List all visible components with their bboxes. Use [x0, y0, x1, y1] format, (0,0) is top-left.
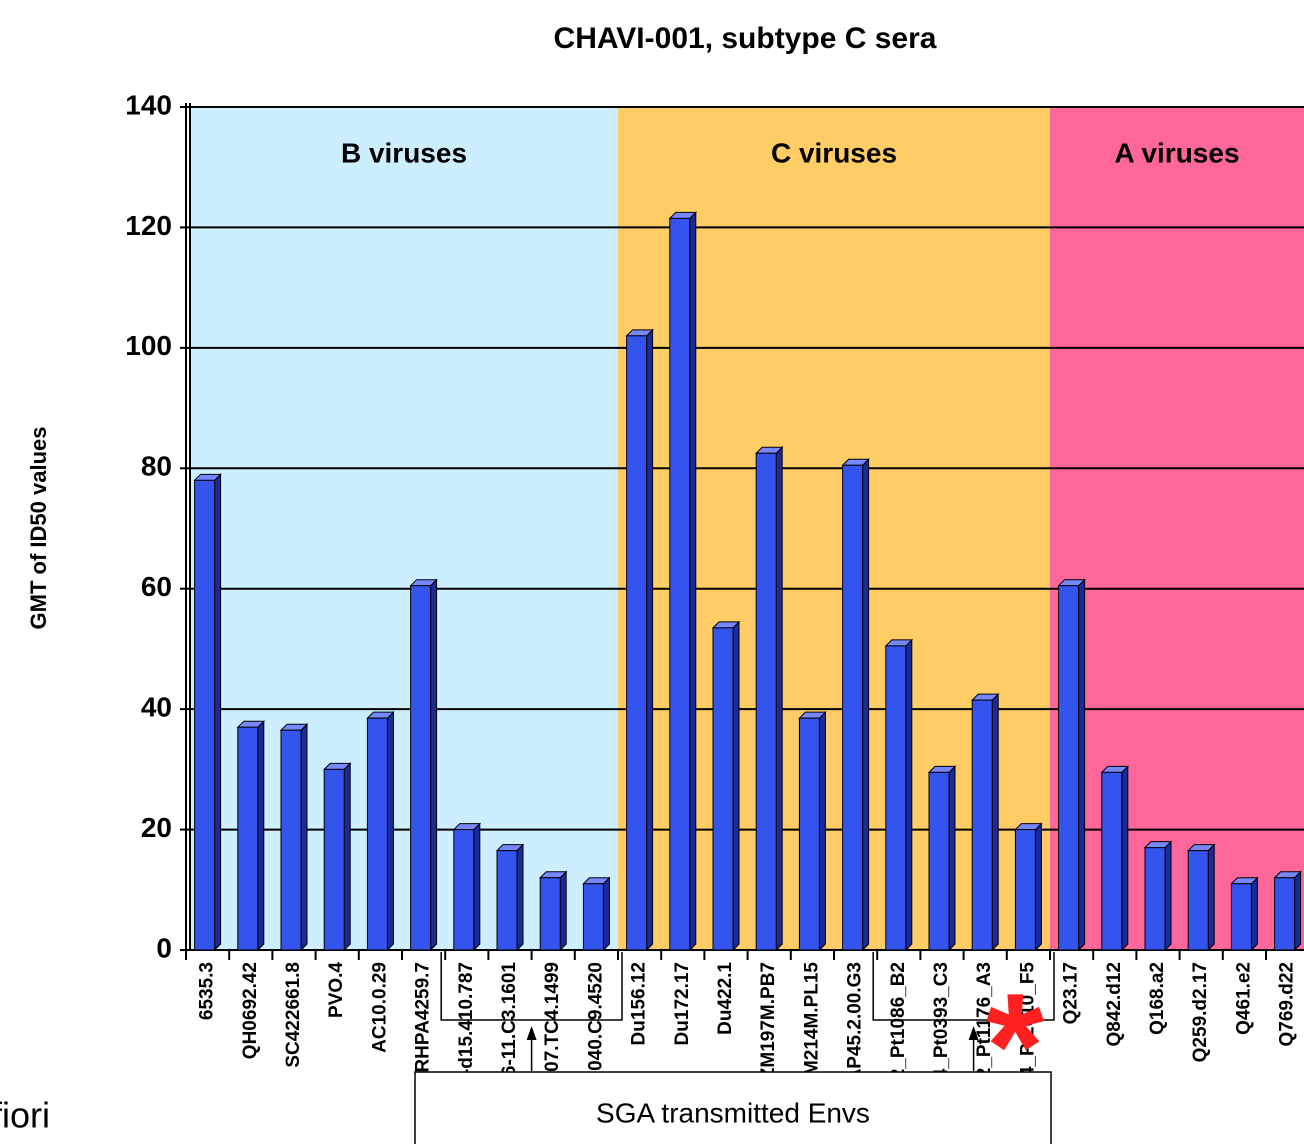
- bar-side: [473, 822, 481, 952]
- bar-side: [646, 328, 654, 952]
- bar: [928, 771, 950, 951]
- bar-side: [732, 620, 740, 952]
- bar-side: [905, 638, 913, 952]
- x-tick-label: ZM214M.PL15: [801, 962, 822, 1088]
- bar-side: [818, 710, 826, 952]
- annotation: SGA transmitted Envs: [596, 1097, 870, 1128]
- bar: [237, 726, 259, 951]
- bar: [366, 717, 388, 951]
- x-tick-label: 6535.3: [197, 962, 218, 1020]
- bar: [194, 479, 216, 951]
- x-tick-label: Q168.a2: [1147, 962, 1168, 1035]
- y-tick-label: 120: [125, 210, 172, 241]
- bar-side: [1078, 578, 1086, 952]
- x-tick-label: PVO.4: [326, 962, 347, 1018]
- bar: [582, 883, 604, 951]
- bar: [410, 585, 432, 951]
- bar: [842, 464, 864, 951]
- arrow-head: [526, 1026, 537, 1040]
- group-label: C viruses: [771, 137, 897, 168]
- group-label: A viruses: [1114, 137, 1239, 168]
- bar: [280, 729, 302, 951]
- bar-side: [1034, 822, 1042, 952]
- bar-side: [862, 458, 870, 952]
- x-tick-label: Du172.17: [672, 962, 693, 1045]
- x-tick-label: QH0692.42: [240, 962, 261, 1059]
- bar-side: [1207, 843, 1215, 952]
- bar: [453, 829, 475, 951]
- y-tick-label: 140: [125, 89, 172, 120]
- bar-side: [1121, 765, 1129, 952]
- annotation-asterisk: *: [986, 962, 1045, 1130]
- bar: [755, 452, 777, 951]
- x-tick-label: CAP45.2.00.G3: [845, 962, 866, 1096]
- y-axis-label: GMT of ID50 values: [26, 427, 51, 630]
- x-tick-label: AC10.0.29: [369, 962, 390, 1053]
- bar-side: [1250, 876, 1258, 952]
- x-tick-label: Du156.12: [629, 962, 650, 1045]
- bar-side: [257, 720, 265, 952]
- x-tick-label: Q461.e2: [1233, 962, 1254, 1035]
- chart-title: CHAVI-001, subtype C sera: [554, 22, 937, 55]
- y-tick-label: 0: [156, 932, 172, 963]
- y-tick-label: 80: [141, 451, 172, 482]
- bar: [323, 768, 345, 951]
- bar: [1274, 877, 1296, 951]
- x-tick-label: RHPA4259.7: [413, 962, 434, 1073]
- bar-side: [602, 876, 610, 952]
- bar-side: [689, 211, 697, 952]
- bar-side: [343, 762, 351, 952]
- bar-side: [559, 870, 567, 952]
- x-tick-label: Du422.1: [715, 962, 736, 1035]
- bar-side: [991, 692, 999, 952]
- label-box: [440, 952, 623, 1021]
- x-tick-label: ZM197M.PB7: [758, 962, 779, 1079]
- bar: [1058, 585, 1080, 951]
- bar-side: [386, 710, 394, 952]
- bar: [496, 850, 518, 951]
- y-tick-label: 40: [141, 692, 172, 723]
- x-tick-label: Q259.d2.17: [1190, 962, 1211, 1062]
- bar-side: [775, 446, 783, 952]
- bar-side: [214, 473, 222, 952]
- bar: [669, 217, 691, 951]
- bar-side: [430, 578, 438, 952]
- bar: [1014, 829, 1036, 951]
- bar: [1144, 847, 1166, 951]
- bar: [1187, 850, 1209, 951]
- bar-side: [1164, 840, 1172, 952]
- y-tick-label: 20: [141, 812, 172, 843]
- x-tick-label: Q842.d12: [1104, 962, 1125, 1047]
- bar: [1230, 883, 1252, 951]
- y-tick-label: 100: [125, 330, 172, 361]
- y-tick-label: 60: [141, 571, 172, 602]
- bar: [971, 699, 993, 951]
- arrow-head: [968, 1026, 979, 1040]
- bar-side: [948, 765, 956, 952]
- x-tick-label: SC422661.8: [283, 962, 304, 1068]
- bar: [539, 877, 561, 951]
- bar-side: [1294, 870, 1302, 952]
- bar: [1101, 771, 1123, 951]
- bar: [626, 335, 648, 951]
- x-tick-label: Q769.d22: [1277, 962, 1298, 1047]
- annotation-box: [414, 1071, 1052, 1144]
- group-label: B viruses: [341, 137, 467, 168]
- bar-side: [300, 723, 308, 952]
- bar: [712, 627, 734, 951]
- label-box: [872, 952, 1055, 1021]
- annotation: fiori: [0, 1095, 50, 1136]
- bar: [798, 717, 820, 951]
- bar: [885, 645, 907, 951]
- bar-side: [516, 843, 524, 952]
- x-tick-label: Q23.17: [1061, 962, 1082, 1024]
- group-region: [1050, 107, 1304, 950]
